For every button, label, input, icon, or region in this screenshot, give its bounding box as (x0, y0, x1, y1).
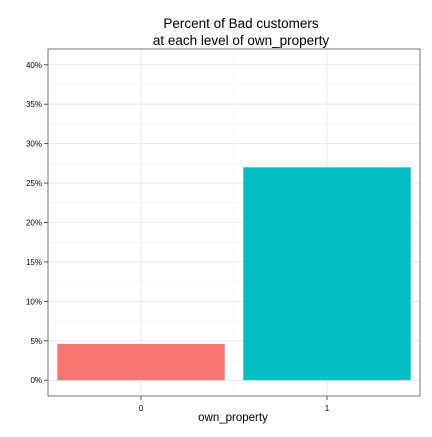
y-tick-label: 5% (30, 337, 42, 346)
chart-title-line-2: at each level of own_property (153, 33, 330, 48)
y-tick-label: 35% (26, 100, 42, 109)
y-tick-label: 25% (26, 179, 42, 188)
chart-title-line-1: Percent of Bad customers (163, 16, 319, 31)
x-tick-label: 0 (139, 404, 144, 413)
y-axis: 0% 5% 10% 15% 20% 25% 30% 35% 40% (26, 61, 48, 385)
y-tick-label: 20% (26, 219, 42, 228)
bars-group (57, 167, 411, 381)
y-tick-label: 15% (26, 258, 42, 267)
y-tick-label: 0% (30, 376, 42, 385)
bar-1 (243, 167, 411, 381)
y-tick-label: 30% (26, 140, 42, 149)
x-axis-label: own_property (198, 412, 268, 424)
bar-0 (57, 343, 225, 381)
y-tick-label: 40% (26, 61, 42, 70)
y-tick-label: 10% (26, 297, 42, 306)
x-tick-label: 1 (325, 404, 330, 413)
